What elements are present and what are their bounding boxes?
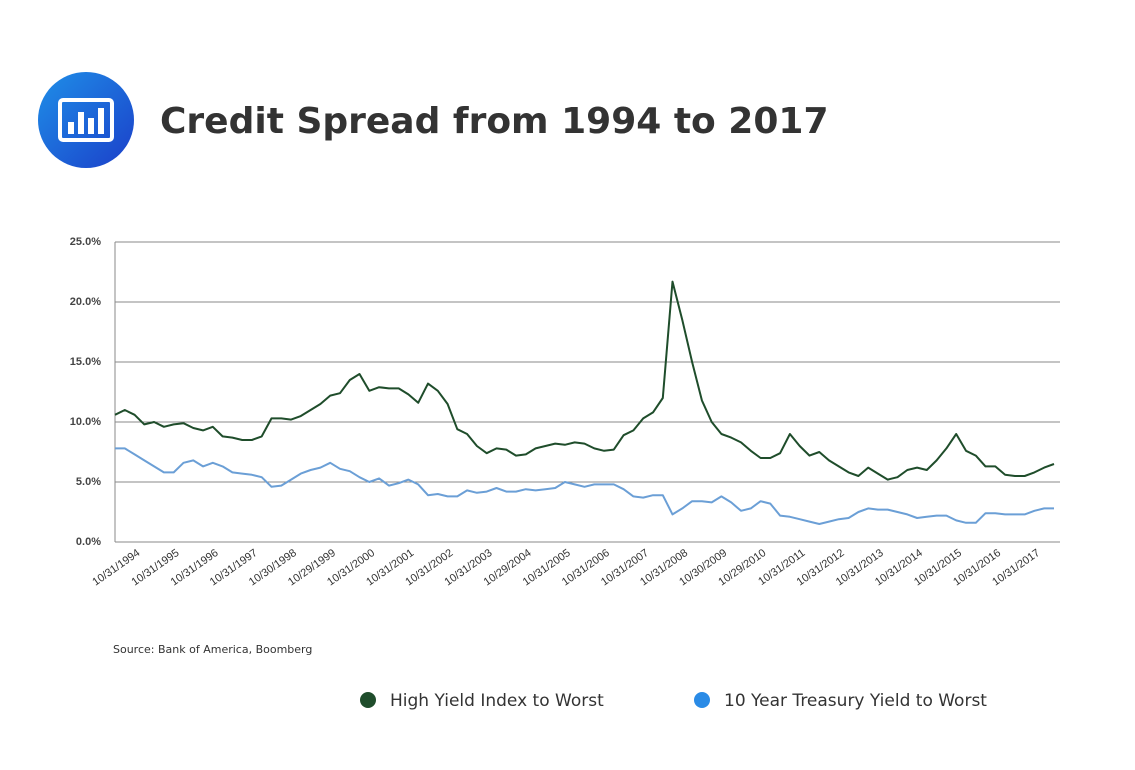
y-tick-label: 5.0% — [76, 476, 101, 488]
series-line — [115, 447, 1054, 525]
y-tick-label: 20.0% — [70, 296, 101, 308]
y-tick-label: 25.0% — [70, 236, 101, 248]
y-tick-label: 10.0% — [70, 416, 101, 428]
legend-marker — [360, 692, 376, 708]
legend-marker — [694, 692, 710, 708]
legend-label: 10 Year Treasury Yield to Worst — [724, 691, 987, 711]
series-line — [114, 280, 1055, 481]
legend-label: High Yield Index to Worst — [390, 691, 604, 711]
source: Source: Bank of America, Boomberg — [113, 643, 312, 656]
title-icon — [38, 72, 134, 168]
legend: High Yield Index to Worst 10 Year Treasur… — [360, 691, 987, 711]
chart-title: Credit Spread from 1994 to 2017 — [160, 101, 829, 142]
y-tick-label: 15.0% — [70, 356, 101, 368]
y-tick-label: 0.0% — [76, 536, 101, 548]
